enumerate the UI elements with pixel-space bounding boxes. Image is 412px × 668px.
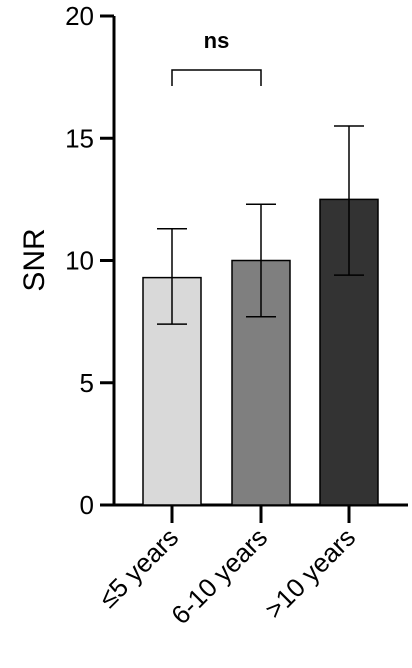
x-tick-label: 6-10 years (165, 522, 273, 630)
y-axis-title: SNR (18, 228, 51, 291)
error-bars (157, 125, 364, 325)
y-tick-label: 20 (65, 1, 94, 31)
y-tick-label: 0 (80, 490, 94, 520)
y-tick-label: 10 (65, 246, 94, 276)
y-tick-label: 15 (65, 123, 94, 153)
significance-annotation: ns (171, 28, 262, 86)
x-tick-label: ≤5 years (93, 522, 185, 614)
y-ticks: 0 5 10 15 20 (65, 1, 114, 520)
y-tick-label: 5 (80, 368, 94, 398)
significance-label: ns (204, 28, 230, 53)
significance-bracket (171, 69, 262, 86)
x-tick-label: >10 years (259, 522, 361, 624)
